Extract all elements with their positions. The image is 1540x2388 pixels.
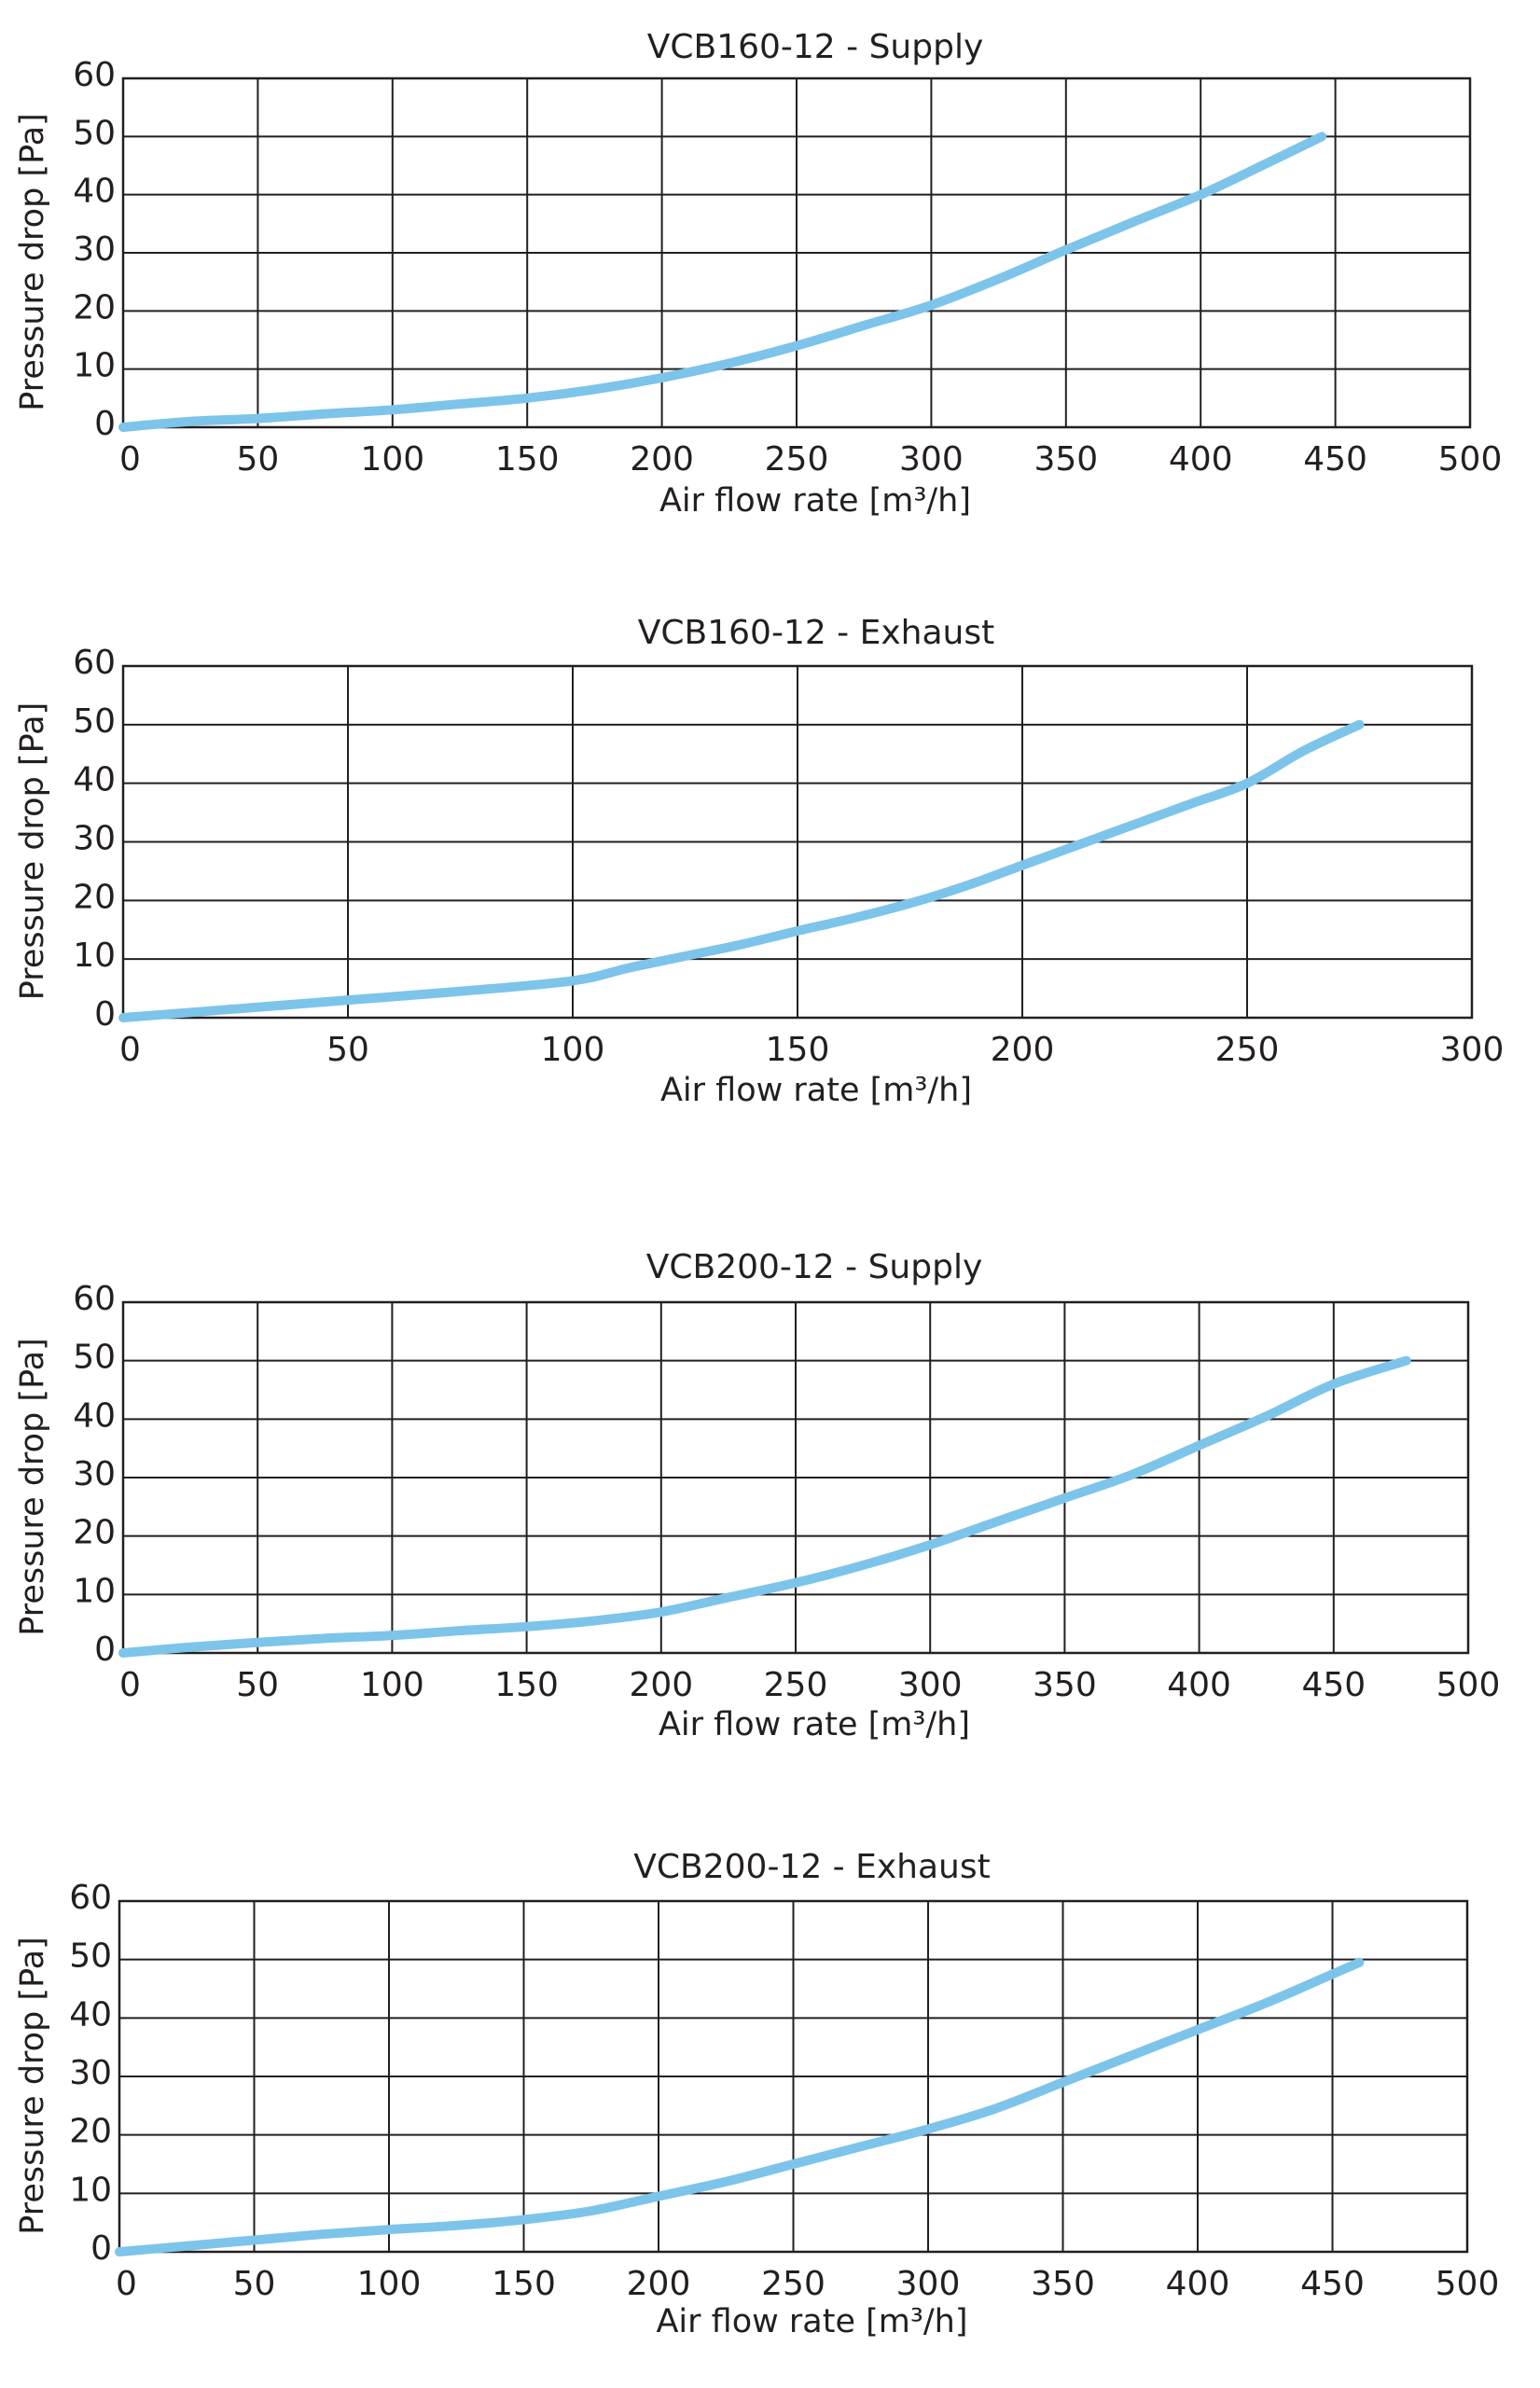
x-tick-label: 200 bbox=[630, 440, 694, 479]
x-tick-label: 50 bbox=[233, 2265, 276, 2303]
x-tick-label: 50 bbox=[236, 440, 279, 479]
y-tick-label: 20 bbox=[69, 2113, 112, 2151]
x-axis-label: Air flow rate [m³/h] bbox=[659, 1706, 970, 1743]
plot-frame bbox=[121, 1300, 1470, 1655]
pressure-drop-curve bbox=[115, 1957, 1365, 2256]
pressure-drop-curve bbox=[118, 719, 1365, 1022]
x-tick-label: 400 bbox=[1169, 440, 1233, 479]
x-tick-label: 100 bbox=[360, 1666, 424, 1704]
x-tick-label: 150 bbox=[492, 2265, 556, 2303]
x-tick-label: 250 bbox=[765, 440, 829, 479]
chart-title: VCB160-12 - Supply bbox=[647, 28, 984, 66]
x-tick-label: 200 bbox=[629, 1666, 693, 1704]
x-tick-label: 300 bbox=[1440, 1031, 1505, 1069]
x-tick-label: 100 bbox=[541, 1031, 605, 1069]
pressure-drop-curve bbox=[118, 132, 1327, 432]
x-tick-label: 200 bbox=[991, 1031, 1055, 1069]
grid bbox=[118, 1900, 1468, 2253]
x-tick-label: 300 bbox=[898, 1666, 963, 1704]
y-tick-label: 30 bbox=[73, 230, 116, 269]
x-axis-label: Air flow rate [m³/h] bbox=[659, 482, 971, 520]
y-tick-label: 40 bbox=[69, 1995, 112, 2034]
x-tick-label: 400 bbox=[1167, 1666, 1231, 1704]
x-tick-label: 150 bbox=[766, 1031, 830, 1069]
x-tick-label: 150 bbox=[494, 1666, 559, 1704]
pressure-drop-curve bbox=[118, 1355, 1411, 1658]
x-tick-label: 150 bbox=[495, 440, 560, 479]
x-tick-label: 450 bbox=[1301, 1666, 1366, 1704]
x-tick-label: 250 bbox=[764, 1666, 828, 1704]
chart-title: VCB160-12 - Exhaust bbox=[638, 614, 994, 652]
y-tick-label: 10 bbox=[69, 2171, 112, 2209]
x-tick-label: 350 bbox=[1031, 2265, 1095, 2303]
x-tick-label: 250 bbox=[761, 2265, 825, 2303]
x-axis-label: Air flow rate [m³/h] bbox=[660, 1072, 972, 1109]
x-tick-label: 50 bbox=[326, 1031, 369, 1069]
x-tick-label: 350 bbox=[1033, 1666, 1097, 1704]
y-tick-label: 20 bbox=[73, 288, 116, 326]
x-tick-label: 0 bbox=[119, 440, 141, 479]
y-axis-label: Pressure drop [Pa] bbox=[14, 1937, 51, 2234]
x-tick-label: 450 bbox=[1300, 2265, 1365, 2303]
x-tick-label: 0 bbox=[116, 2265, 137, 2303]
x-tick-label: 50 bbox=[236, 1666, 279, 1704]
y-tick-label: 0 bbox=[90, 2229, 112, 2268]
x-tick-label: 400 bbox=[1166, 2265, 1230, 2303]
y-tick-label: 60 bbox=[69, 1879, 112, 1917]
x-tick-label: 450 bbox=[1303, 440, 1367, 479]
y-tick-label: 50 bbox=[73, 1339, 116, 1377]
chart-title: VCB200-12 - Supply bbox=[646, 1248, 983, 1286]
y-axis-label: Pressure drop [Pa] bbox=[14, 702, 51, 1000]
y-tick-label: 30 bbox=[69, 2054, 112, 2092]
y-tick-label: 40 bbox=[73, 173, 116, 211]
x-tick-label: 250 bbox=[1215, 1031, 1280, 1069]
x-tick-label: 0 bbox=[119, 1666, 141, 1704]
plot-frame bbox=[118, 1899, 1469, 2254]
y-tick-label: 0 bbox=[94, 1631, 116, 1669]
plot-frame bbox=[121, 664, 1474, 1020]
y-tick-label: 60 bbox=[73, 644, 116, 682]
y-tick-label: 20 bbox=[73, 1514, 116, 1552]
x-tick-label: 200 bbox=[627, 2265, 691, 2303]
y-axis-label: Pressure drop [Pa] bbox=[14, 1338, 51, 1635]
x-tick-label: 500 bbox=[1436, 1666, 1501, 1704]
y-tick-label: 0 bbox=[94, 405, 116, 443]
y-tick-label: 20 bbox=[73, 878, 116, 916]
x-tick-label: 350 bbox=[1034, 440, 1098, 479]
y-tick-label: 60 bbox=[73, 1280, 116, 1318]
y-tick-label: 0 bbox=[94, 995, 116, 1034]
y-tick-label: 30 bbox=[73, 820, 116, 858]
x-tick-label: 100 bbox=[360, 440, 424, 479]
y-tick-label: 10 bbox=[73, 1572, 116, 1610]
plot-frame bbox=[121, 76, 1472, 429]
x-tick-label: 500 bbox=[1436, 2265, 1500, 2303]
y-tick-label: 10 bbox=[73, 937, 116, 975]
chart-title: VCB200-12 - Exhaust bbox=[633, 1848, 990, 1886]
y-tick-label: 10 bbox=[73, 347, 116, 385]
y-tick-label: 50 bbox=[73, 702, 116, 741]
x-tick-label: 100 bbox=[357, 2265, 422, 2303]
y-tick-label: 50 bbox=[73, 114, 116, 152]
y-tick-label: 40 bbox=[73, 761, 116, 799]
x-axis-label: Air flow rate [m³/h] bbox=[656, 2303, 967, 2340]
x-tick-label: 300 bbox=[896, 2265, 961, 2303]
y-tick-label: 30 bbox=[73, 1455, 116, 1493]
x-tick-label: 300 bbox=[899, 440, 964, 479]
x-tick-label: 500 bbox=[1438, 440, 1503, 479]
y-tick-label: 50 bbox=[69, 1937, 112, 1976]
y-tick-label: 60 bbox=[73, 56, 116, 94]
y-tick-label: 40 bbox=[73, 1396, 116, 1435]
y-axis-label: Pressure drop [Pa] bbox=[14, 113, 51, 410]
x-tick-label: 0 bbox=[119, 1031, 141, 1069]
